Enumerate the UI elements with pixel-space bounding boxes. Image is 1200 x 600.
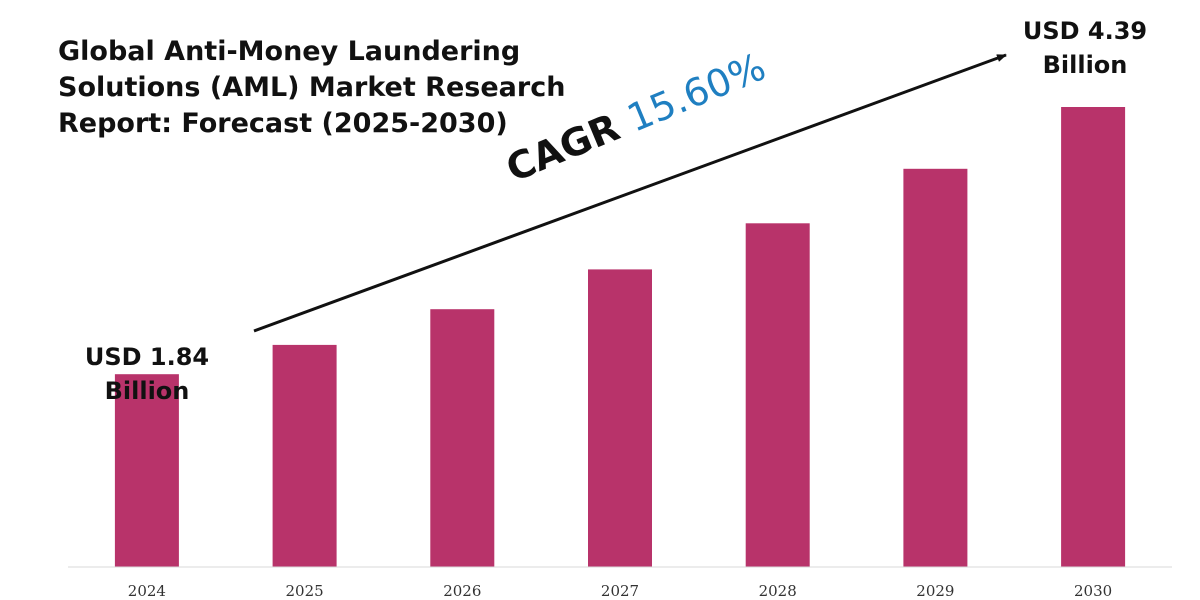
chart-title-line-3: Report: Forecast (2025-2030) [58,108,508,139]
bar-2028 [745,223,810,568]
bar-2026 [430,309,495,567]
x-tick-label-2029: 2029 [916,582,954,600]
bar-2024 [114,374,179,567]
bar-2029 [903,168,968,568]
x-tick-label-2026: 2026 [443,582,481,600]
start-value-unit: Billion [104,377,190,405]
chart-title-line-2: Solutions (AML) Market Research [58,72,566,103]
bar-series [114,107,1126,568]
start-value-amount: USD 1.84 [84,343,210,371]
bar-2025 [272,344,337,567]
bar-2030 [1061,107,1126,567]
chart-title: Global Anti-Money Laundering Solutions (… [58,34,578,142]
x-tick-label-2028: 2028 [759,582,797,600]
chart-title-line-1: Global Anti-Money Laundering [58,36,521,67]
end-value-label: USD 4.39 Billion [990,14,1180,82]
end-value-amount: USD 4.39 [1022,17,1148,45]
x-axis-ticks: 2024 2025 2026 2027 2028 2029 2030 [128,582,1112,600]
trend-arrow [253,53,1007,333]
x-tick-label-2027: 2027 [601,582,639,600]
bar-2027 [588,269,652,567]
x-tick-label-2025: 2025 [286,582,324,600]
end-value-unit: Billion [1042,51,1128,79]
x-tick-label-2030: 2030 [1074,582,1112,600]
start-value-label: USD 1.84 Billion [52,340,242,408]
x-tick-label-2024: 2024 [128,582,166,600]
